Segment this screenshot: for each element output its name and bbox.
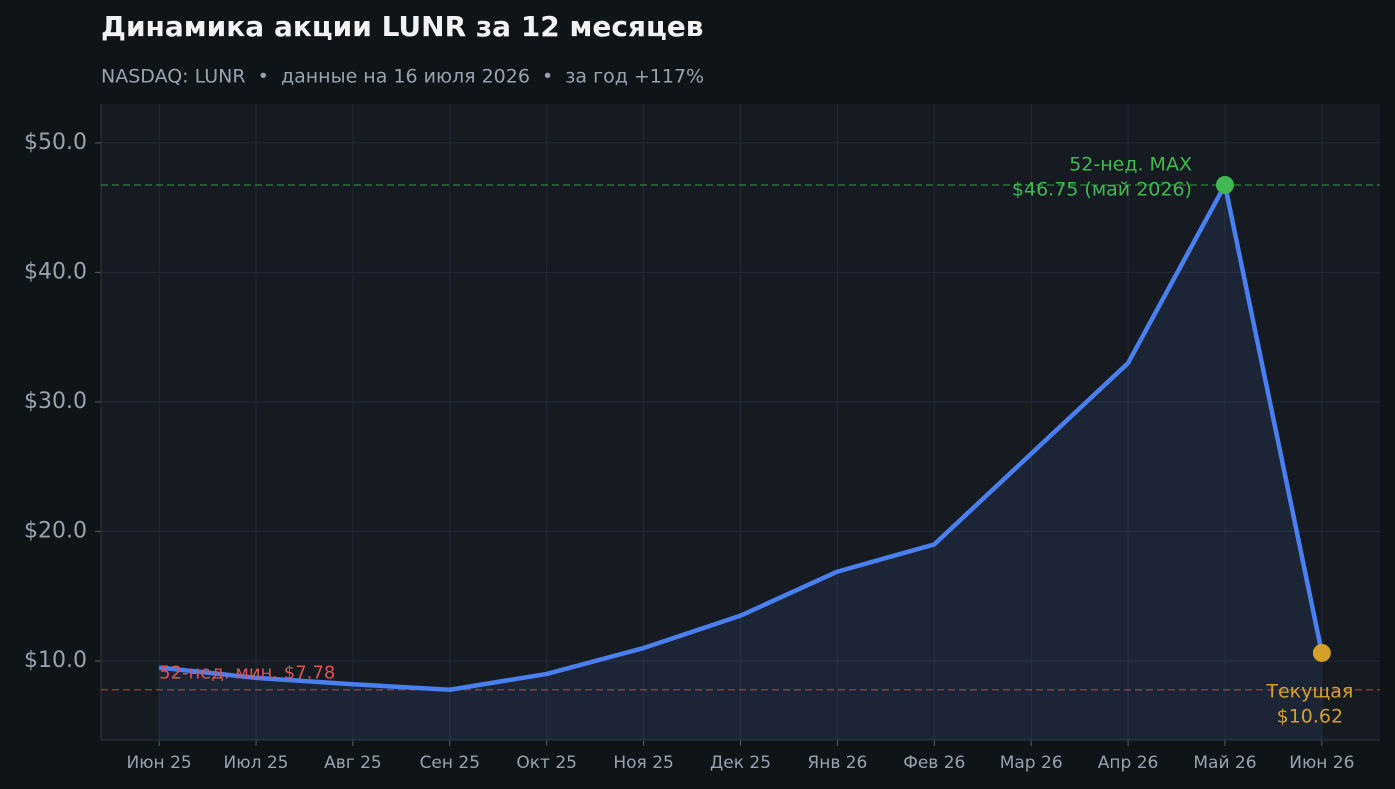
chart-subtitle: NASDAQ: LUNR • данные на 16 июля 2026 • …: [101, 66, 704, 88]
x-tick-label: Июн 25: [127, 753, 192, 773]
y-tick-label: $20.0: [24, 518, 87, 543]
x-tick-label: Ноя 25: [613, 753, 673, 773]
y-tick-label: $10.0: [24, 648, 87, 673]
x-tick-label: Сен 25: [420, 753, 480, 773]
min-annotation: 52-нед. мин. $7.78: [159, 663, 335, 684]
last-annotation: Текущая: [1265, 680, 1353, 702]
x-tick-label: Янв 26: [807, 753, 867, 773]
max-annotation: $46.75 (май 2026): [1012, 178, 1192, 200]
x-tick-label: Дек 25: [710, 753, 771, 773]
x-tick-label: Июн 26: [1289, 753, 1354, 773]
x-tick-label: Мар 26: [1000, 753, 1063, 773]
y-tick-label: $50.0: [24, 130, 87, 155]
x-tick-label: Окт 25: [516, 753, 577, 773]
x-tick-label: Июл 25: [224, 753, 289, 773]
chart-title: Динамика акции LUNR за 12 месяцев: [101, 10, 703, 43]
x-tick-label: Май 26: [1193, 753, 1256, 773]
max-annotation: 52-нед. MAX: [1069, 153, 1192, 175]
last-point: [1312, 643, 1331, 662]
last-annotation: $10.62: [1277, 705, 1343, 727]
area: [159, 184, 1322, 741]
y-tick-label: $30.0: [24, 389, 87, 414]
line: [158, 182, 1325, 692]
x-tick-label: Апр 26: [1098, 753, 1159, 773]
max-point: [1215, 175, 1234, 194]
x-tick-label: Авг 25: [324, 753, 382, 773]
y-tick-label: $40.0: [24, 259, 87, 284]
x-tick-label: Фев 26: [903, 753, 965, 773]
